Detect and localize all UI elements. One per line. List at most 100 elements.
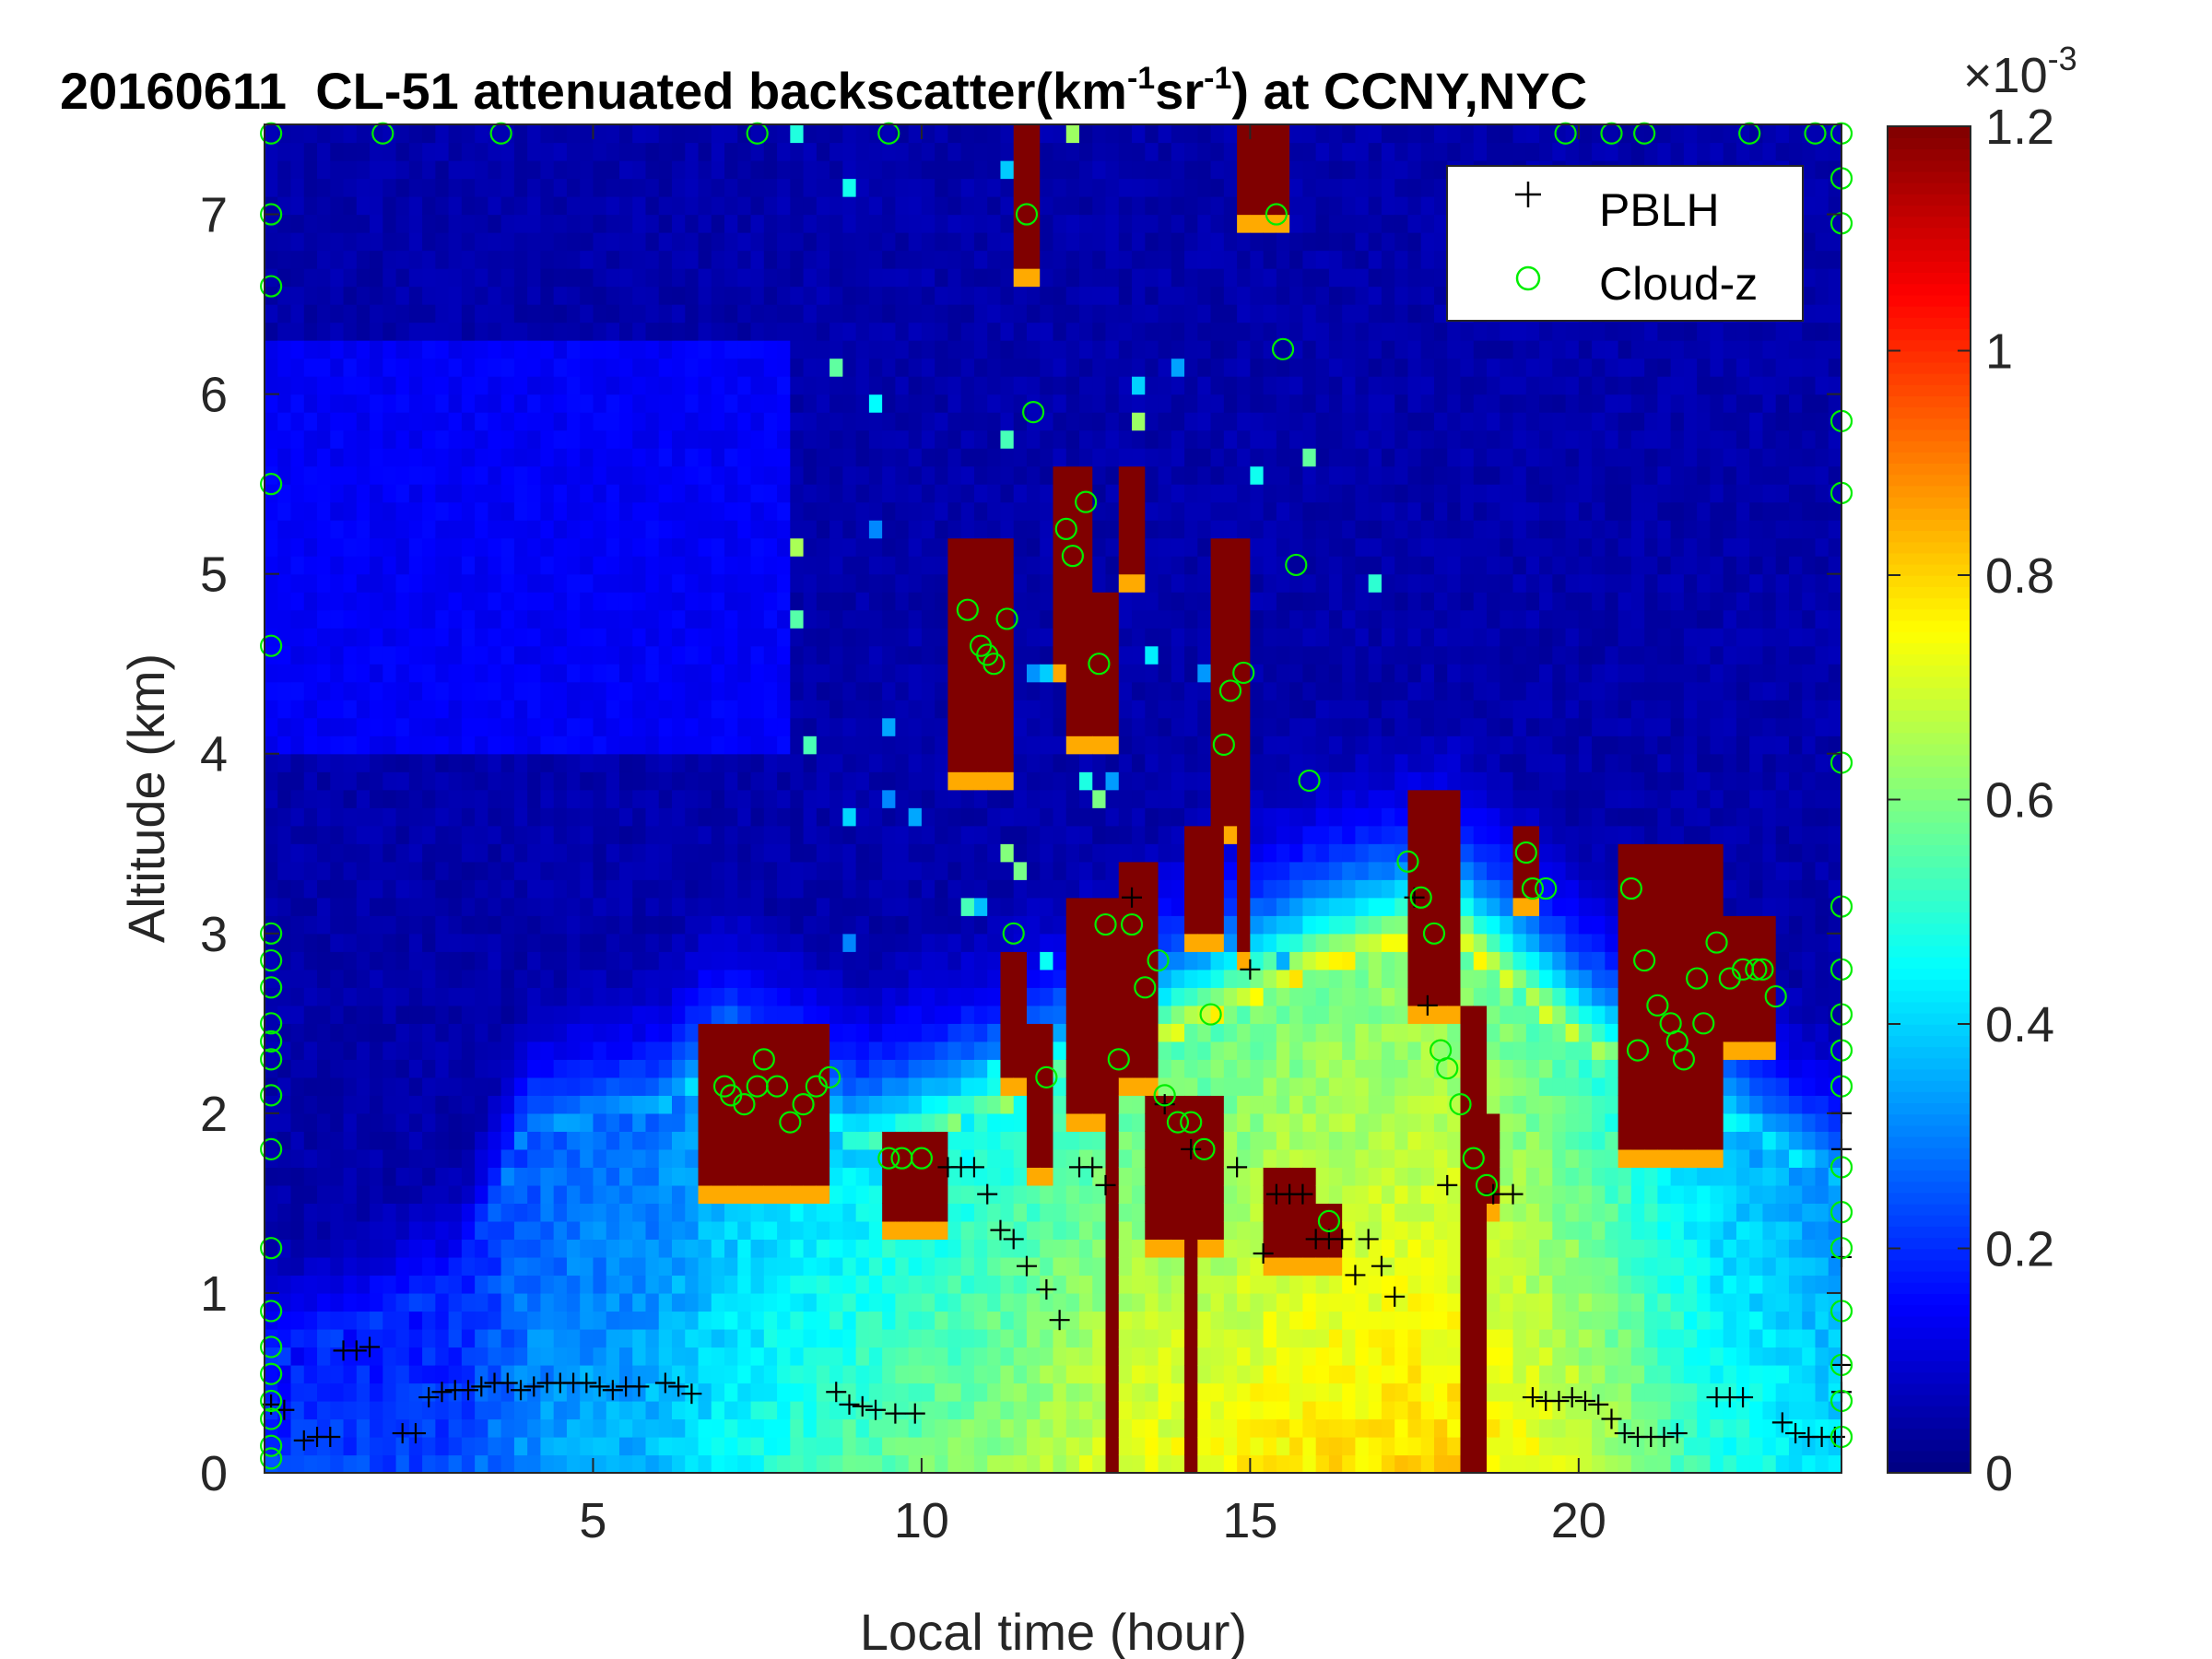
- heatmap-cell: [606, 1131, 620, 1150]
- heatmap-cell: [830, 592, 843, 611]
- heatmap-cell: [803, 304, 818, 324]
- heatmap-cell: [593, 951, 607, 971]
- heatmap-cell: [855, 250, 870, 269]
- heatmap-cell: [382, 1418, 397, 1438]
- heatmap-cell: [1105, 429, 1120, 449]
- heatmap-cell: [448, 1454, 463, 1474]
- heatmap-cell: [816, 1275, 830, 1294]
- heatmap-cell: [632, 429, 647, 449]
- heatmap-cell: [618, 1311, 633, 1330]
- heatmap-cell: [303, 735, 318, 755]
- heatmap-cell: [645, 322, 660, 341]
- heatmap-cell: [947, 700, 962, 719]
- heatmap-cell: [645, 1041, 660, 1060]
- heatmap-cell: [408, 178, 423, 197]
- heatmap-cell: [908, 969, 923, 988]
- heatmap-cell: [935, 1275, 949, 1294]
- heatmap-cell: [882, 915, 896, 935]
- heatmap-cell: [317, 897, 331, 916]
- heatmap-cell: [777, 681, 791, 700]
- heatmap-cell: [803, 1239, 818, 1258]
- heatmap-cell: [500, 987, 515, 1006]
- heatmap-cell: [1040, 609, 1054, 629]
- heatmap-cell: [356, 861, 371, 880]
- heatmap-cell: [777, 1275, 791, 1294]
- heatmap-cell: [303, 124, 318, 144]
- heatmap-cell: [855, 933, 870, 952]
- heatmap-cell: [395, 1347, 410, 1366]
- heatmap-cell: [382, 1059, 397, 1078]
- heatmap-cell: [475, 807, 488, 827]
- heatmap-cell: [921, 861, 935, 880]
- heatmap-cell: [290, 825, 305, 844]
- heatmap-cell: [1105, 1364, 1120, 1384]
- heatmap-cell: [973, 969, 988, 988]
- heatmap-cell: [277, 1347, 292, 1366]
- heatmap-cell: [553, 1239, 568, 1258]
- heatmap-cell: [750, 124, 765, 144]
- heatmap-cell: [698, 753, 712, 772]
- heatmap-cell: [960, 1220, 975, 1241]
- heatmap-cell: [618, 1095, 633, 1114]
- heatmap-cell: [1053, 1364, 1067, 1384]
- heatmap-cell: [527, 1167, 542, 1186]
- heatmap-cell: [632, 196, 647, 216]
- heatmap-cell: [606, 1364, 620, 1384]
- heatmap-cell: [830, 537, 843, 557]
- heatmap-cell: [356, 879, 371, 899]
- heatmap-cell: [422, 465, 436, 485]
- heatmap-cell: [830, 232, 843, 252]
- heatmap-cell: [855, 484, 870, 503]
- heatmap-cell: [277, 196, 292, 216]
- heatmap-cell: [566, 861, 581, 880]
- heatmap-cell: [960, 1382, 975, 1402]
- heatmap-cell: [513, 429, 528, 449]
- heatmap-cell: [750, 448, 765, 467]
- heatmap-cell: [395, 1400, 410, 1420]
- heatmap-cell: [356, 429, 371, 449]
- heatmap-cell: [698, 1095, 712, 1114]
- heatmap-cell: [408, 286, 423, 305]
- heatmap-cell: [356, 843, 371, 863]
- heatmap-cell: [816, 717, 830, 736]
- heatmap-cell: [987, 1418, 1002, 1438]
- heatmap-cell: [395, 1023, 410, 1042]
- heatmap-cell: [960, 1275, 975, 1294]
- heatmap-cell: [540, 465, 555, 485]
- heatmap-cell: [737, 628, 752, 647]
- heatmap-cell: [1053, 807, 1067, 827]
- heatmap-cell: [606, 448, 620, 467]
- heatmap-cell: [395, 933, 410, 952]
- heatmap-cell: [356, 1095, 371, 1114]
- heatmap-cell: [370, 142, 383, 161]
- heatmap-cell: [527, 484, 542, 503]
- heatmap-cell: [593, 214, 607, 233]
- heatmap-cell: [1040, 1454, 1054, 1474]
- heatmap-cell: [908, 933, 923, 952]
- heatmap-cell: [763, 196, 778, 216]
- heatmap-cell: [935, 825, 949, 844]
- heatmap-cell: [461, 1077, 476, 1096]
- heatmap-cell: [580, 1203, 594, 1222]
- heatmap-cell: [1105, 987, 1120, 1006]
- heatmap-cell: [1132, 879, 1146, 899]
- heatmap-cell: [987, 1364, 1002, 1384]
- heatmap-cell: [921, 1311, 935, 1330]
- heatmap-cell: [566, 1148, 581, 1168]
- heatmap-cell: [513, 573, 528, 593]
- heatmap-cell: [763, 700, 778, 719]
- heatmap-cell: [422, 1167, 436, 1186]
- heatmap-cell: [672, 681, 686, 700]
- heatmap-cell: [882, 771, 896, 791]
- heatmap-cell: [645, 250, 660, 269]
- heatmap-cell: [566, 520, 581, 539]
- heatmap-cell: [737, 1292, 752, 1312]
- heatmap-cell: [475, 1023, 488, 1042]
- heatmap-cell: [343, 1256, 358, 1277]
- heatmap-cell: [816, 304, 830, 324]
- heatmap-cell: [868, 1220, 883, 1241]
- heatmap-cell: [1065, 1184, 1080, 1204]
- heatmap-cell: [750, 1364, 765, 1384]
- heatmap-cell: [935, 700, 949, 719]
- heatmap-cell: [553, 124, 568, 144]
